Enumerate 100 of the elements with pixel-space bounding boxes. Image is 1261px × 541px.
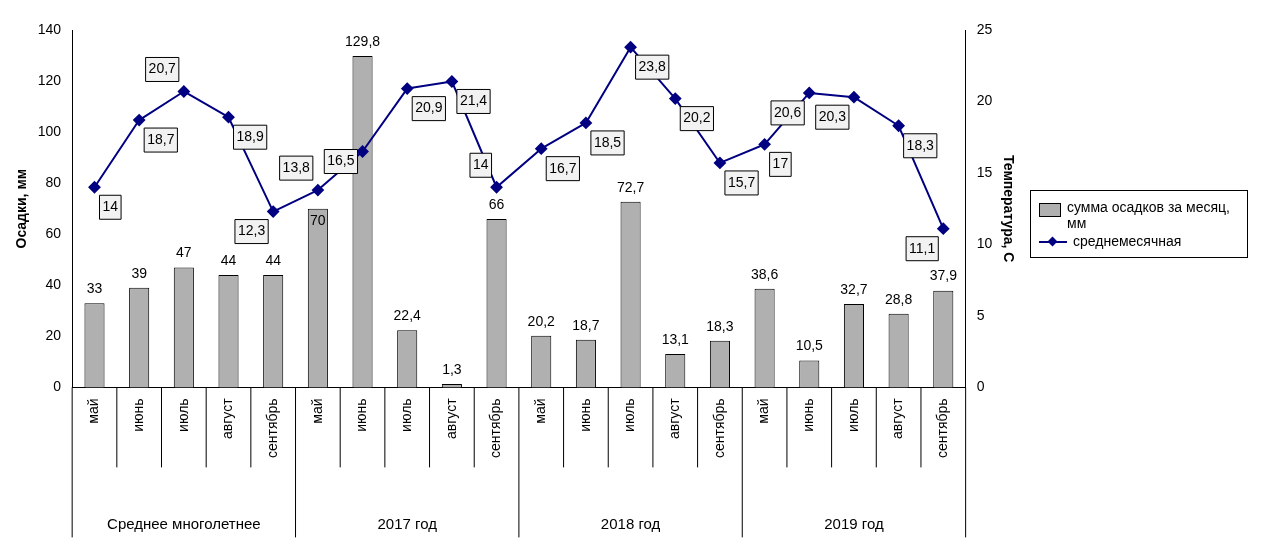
y2-tick-label: 0	[976, 378, 985, 395]
y-tick-label: 20	[45, 327, 62, 344]
y-tick-label: 100	[37, 122, 62, 139]
data-label: 1,3	[442, 360, 462, 377]
data-label: 33	[86, 280, 103, 297]
data-label: 44	[220, 251, 237, 268]
x-tick-label: август	[219, 397, 236, 439]
x-tick-label: сентябрь	[710, 398, 727, 458]
text: 2018 год	[600, 514, 661, 532]
data-label: 72,7	[616, 178, 645, 195]
data-label: 21,4	[459, 92, 488, 109]
x-tick-label: август	[442, 397, 459, 439]
data-label: 10,5	[795, 337, 824, 354]
point	[535, 142, 548, 155]
point	[669, 92, 682, 105]
point	[401, 82, 414, 95]
x-tick-label: сентябрь	[934, 398, 951, 458]
text: Среднее многолетнее	[107, 514, 261, 532]
data-label: 17	[772, 155, 789, 172]
data-label: 47	[176, 244, 192, 261]
y2-tick-label: 5	[976, 306, 985, 323]
data-label: 20,2	[683, 109, 711, 126]
data-label: 20,2	[527, 312, 556, 329]
data-label: 37,9	[929, 267, 958, 284]
point	[758, 138, 771, 151]
y2-tick-label: 20	[976, 92, 993, 109]
y-tick-label: 140	[37, 20, 62, 37]
x-tick-label: июнь	[130, 398, 147, 432]
data-label: 20,3	[818, 108, 847, 125]
data-label: 70	[310, 211, 326, 228]
data-label: 18,9	[236, 128, 264, 145]
data-label: 44	[265, 251, 282, 268]
data-label: 16,7	[549, 159, 577, 176]
y-tick-label: 40	[45, 276, 62, 293]
data-label: 20,9	[415, 99, 443, 116]
point	[267, 205, 280, 218]
point	[803, 86, 816, 99]
data-label: 20,7	[148, 60, 177, 77]
x-tick-label: сентябрь	[487, 398, 504, 458]
x-tick-label: июнь	[800, 398, 817, 432]
point	[311, 184, 324, 197]
x-tick-label: май	[755, 398, 772, 424]
text: 2019 год	[824, 514, 884, 532]
x-tick-label: июль	[844, 398, 861, 432]
point	[490, 181, 503, 194]
data-label: 12,3	[237, 222, 266, 239]
x-tick-label: сентябрь	[264, 398, 281, 458]
x-tick-label: июнь	[353, 398, 370, 432]
data-label: 66	[488, 195, 505, 212]
x-tick-label: июль	[621, 398, 638, 432]
point	[847, 91, 860, 104]
x-tick-label: август	[666, 397, 683, 439]
y-tick-label: 80	[45, 174, 62, 191]
point	[177, 85, 190, 98]
x-tick-label: июль	[398, 398, 415, 432]
data-label: 32,7	[840, 280, 868, 297]
y-axis-title: Осадки, мм	[13, 168, 30, 249]
data-label: 18,7	[572, 316, 600, 333]
y-tick-label: 120	[37, 71, 62, 88]
x-tick-label: май	[85, 398, 102, 424]
x-tick-label: июнь	[576, 398, 593, 432]
point	[445, 75, 458, 88]
data-label: 13,1	[661, 330, 690, 347]
point	[713, 156, 726, 169]
data-label: 18,3	[906, 136, 935, 153]
y2-tick-label: 10	[976, 235, 993, 252]
point	[624, 41, 637, 54]
y-tick-label: 0	[53, 378, 62, 395]
point	[579, 116, 592, 129]
y-tick-label: 60	[45, 225, 62, 242]
x-tick-label: август	[889, 397, 906, 439]
data-label: 38,6	[750, 265, 779, 282]
x-tick-label: май	[308, 398, 325, 424]
data-label: 14	[472, 156, 489, 173]
data-label: 22,4	[393, 307, 422, 324]
y2-tick-label: 15	[976, 163, 993, 180]
data-label: 18,3	[706, 317, 734, 334]
data-label: 16,5	[327, 152, 355, 169]
data-label: 39	[131, 264, 148, 281]
data-label: 129,8	[345, 32, 381, 49]
data-label: 18,5	[593, 133, 622, 150]
point	[892, 119, 905, 132]
point	[133, 114, 146, 127]
y2-tick-label: 25	[976, 20, 993, 37]
point	[88, 181, 101, 194]
data-label: 15,7	[727, 173, 756, 190]
data-label: 13,8	[282, 158, 311, 175]
point	[937, 222, 950, 235]
data-label: 18,7	[147, 130, 175, 147]
point	[222, 111, 235, 124]
x-tick-label: июль	[174, 398, 191, 432]
data-label: 23,8	[638, 58, 667, 75]
data-label: 14	[102, 198, 119, 215]
data-label: 28,8	[884, 290, 913, 307]
x-tick-label: май	[532, 398, 549, 424]
text: 2017 год	[377, 514, 438, 532]
legend-label: среднемесячная	[1073, 233, 1182, 249]
data-label: 11,1	[909, 239, 936, 256]
data-label: 20,6	[774, 103, 802, 120]
y2-axis-title: Температура, С	[1000, 154, 1017, 263]
